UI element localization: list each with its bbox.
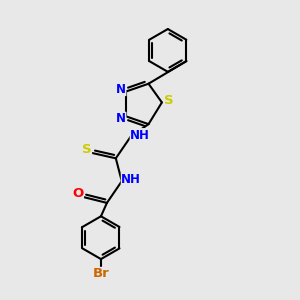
Text: O: O [72,187,83,200]
Text: NH: NH [130,129,150,142]
Text: Br: Br [93,267,109,280]
Text: S: S [164,94,173,107]
Text: N: N [116,82,126,96]
Text: NH: NH [121,173,141,186]
Text: S: S [82,143,92,156]
Text: N: N [116,112,126,125]
